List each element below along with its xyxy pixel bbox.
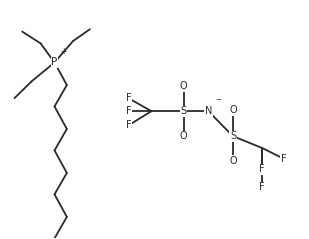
Text: +: + [61, 47, 67, 56]
Text: N: N [205, 106, 212, 116]
Text: F: F [259, 164, 265, 174]
Text: F: F [125, 106, 131, 116]
Text: F: F [125, 120, 131, 130]
Text: F: F [281, 154, 286, 164]
Text: −: − [216, 97, 222, 103]
Text: O: O [229, 105, 237, 115]
Text: F: F [125, 93, 131, 103]
Text: S: S [181, 106, 187, 116]
Text: O: O [180, 81, 188, 91]
Text: P: P [51, 57, 58, 67]
Text: F: F [259, 182, 265, 192]
Text: O: O [229, 156, 237, 166]
Text: O: O [180, 131, 188, 141]
Text: S: S [230, 131, 236, 141]
